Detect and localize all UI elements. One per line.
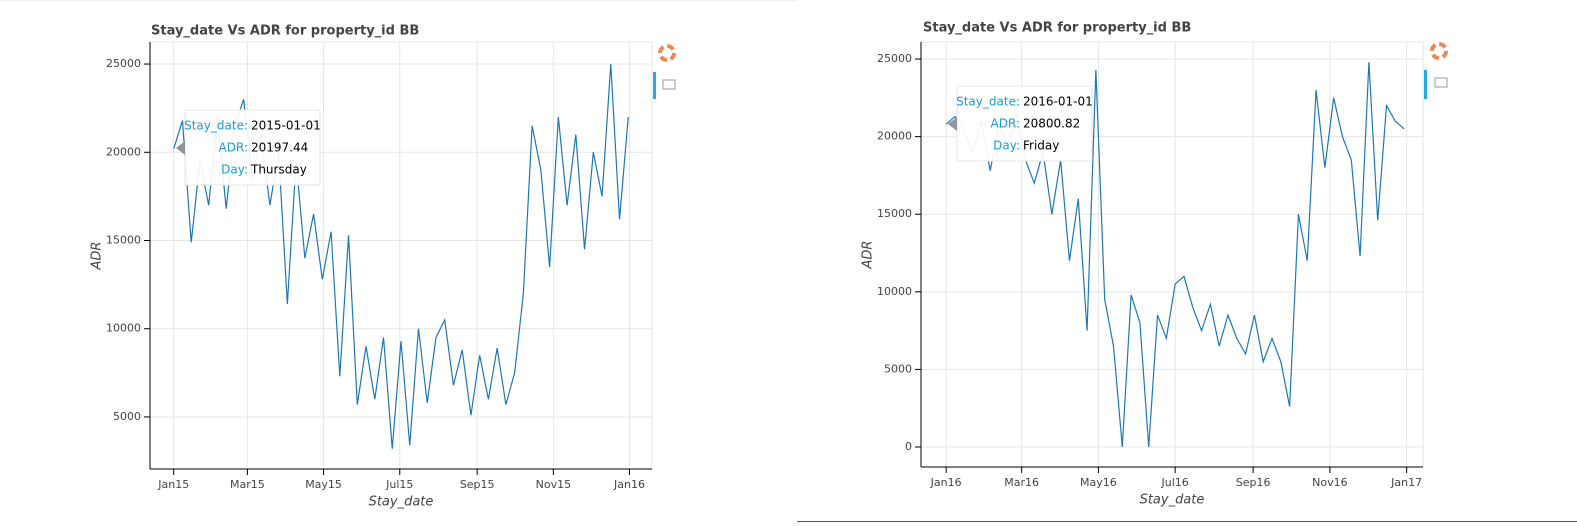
tooltip-label: ADR: (219, 141, 248, 155)
chart-title: Stay_date Vs ADR for property_id BB (923, 21, 1191, 36)
hover-tool[interactable] (662, 79, 676, 90)
tooltip-box (956, 85, 1093, 162)
toolbar (653, 42, 1448, 99)
y-tick-label: 10000 (106, 322, 141, 335)
active-tool-bar (1424, 70, 1427, 99)
x-tick-label: Sep16 (1236, 476, 1271, 489)
tooltip-label: Day: (221, 163, 248, 177)
y-axis-label: ADR (90, 242, 105, 271)
tooltip-label: ADR: (991, 117, 1020, 131)
y-tick-label: 15000 (877, 207, 912, 220)
plot-border (149, 41, 653, 470)
tooltip-label: Stay_date: (184, 119, 248, 133)
bokeh-logo[interactable] (658, 44, 676, 62)
tooltip-value: Thursday (250, 163, 307, 177)
x-tick-label: Jul16 (1161, 476, 1189, 489)
tooltip-arrow (948, 117, 957, 131)
tooltip-arrow (176, 141, 185, 155)
tooltip-label: Day: (993, 139, 1020, 153)
y-tick-label: 5000 (113, 410, 141, 423)
tooltip-value: 2015-01-01 (251, 119, 321, 133)
x-tick-label: Mar15 (230, 478, 265, 491)
x-tick-label: Jan16 (613, 478, 645, 491)
x-axis-label: Stay_date (1140, 493, 1205, 508)
tooltip-value: 2016-01-01 (1023, 95, 1093, 109)
tooltip-label: Stay_date: (956, 95, 1020, 109)
tooltip-value: 20800.82 (1023, 117, 1080, 131)
chart-title: Stay_date Vs ADR for property_id BB (151, 24, 419, 39)
x-tick-label: May16 (1080, 476, 1117, 489)
y-tick-label: 25000 (877, 52, 912, 65)
tooltip-value: Friday (1023, 139, 1059, 153)
y-axis-label: ADR (861, 241, 876, 270)
bokeh-logo[interactable] (1430, 42, 1448, 60)
y-tick-label: 15000 (106, 234, 141, 247)
y-tick-label: 25000 (106, 57, 141, 70)
x-axis-label: Stay_date (369, 495, 434, 510)
x-tick-label: Jul15 (385, 478, 413, 491)
x-tick-label: Jan16 (930, 476, 962, 489)
hover-tool[interactable] (1434, 77, 1448, 88)
x-tick-label: Nov16 (1312, 476, 1347, 489)
x-tick-label: Nov15 (536, 478, 571, 491)
y-tick-label: 0 (905, 440, 912, 453)
tooltip-value: 20197.44 (251, 141, 308, 155)
x-tick-label: Jan17 (1390, 476, 1422, 489)
y-tick-label: 20000 (877, 130, 912, 143)
y-tick-label: 10000 (877, 285, 912, 298)
x-tick-label: May15 (305, 478, 342, 491)
x-tick-label: Mar16 (1004, 476, 1039, 489)
x-tick-label: Sep15 (460, 478, 495, 491)
y-tick-label: 5000 (884, 362, 912, 375)
active-tool-bar (653, 72, 656, 99)
tooltip-box (184, 109, 321, 186)
y-tick-label: 20000 (106, 145, 141, 158)
x-tick-label: Jan15 (157, 478, 189, 491)
